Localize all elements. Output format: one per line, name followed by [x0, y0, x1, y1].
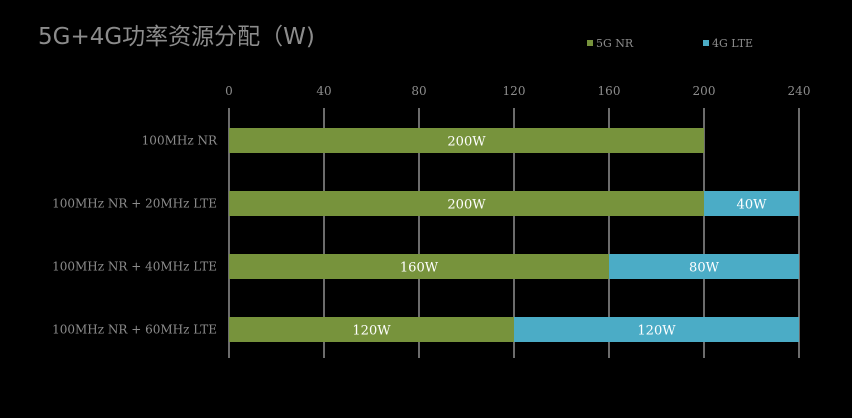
x-tick-label: 120 [503, 84, 526, 98]
x-axis-ticks: 0 40 80 120 160 200 240 [225, 84, 810, 98]
bar-value-label: 120W [637, 324, 676, 339]
category-label: 100MHz NR [142, 134, 218, 148]
category-label: 100MHz NR + 20MHz LTE [52, 197, 217, 211]
x-tick-label: 40 [316, 84, 331, 98]
bar-5g-nr [229, 317, 514, 342]
chart-title: 5G+4G功率资源分配（W) [38, 24, 315, 50]
x-tick-label: 0 [225, 84, 233, 98]
x-tick-label: 80 [411, 84, 426, 98]
bar-value-label: 200W [447, 135, 486, 150]
bar-5g-nr [229, 191, 704, 216]
x-tick-label: 200 [693, 84, 716, 98]
category-label: 100MHz NR + 60MHz LTE [52, 323, 217, 337]
bar-5g-nr [229, 128, 704, 153]
category-labels: 100MHz NR 100MHz NR + 20MHz LTE 100MHz NR … [52, 134, 218, 337]
legend-swatch-5g-nr [587, 40, 593, 46]
bar-4g-lte [704, 191, 799, 216]
bar-value-label: 120W [352, 324, 391, 339]
x-tick-label: 160 [598, 84, 621, 98]
x-tick-label: 240 [788, 84, 811, 98]
bar-value-label: 200W [447, 198, 486, 213]
legend-label-4g-lte: 4G LTE [712, 37, 753, 50]
legend: 5G NR 4G LTE [587, 37, 753, 50]
category-label: 100MHz NR + 40MHz LTE [52, 260, 217, 274]
legend-swatch-4g-lte [703, 40, 709, 46]
bar-4g-lte [609, 254, 799, 279]
bar-5g-nr [229, 254, 609, 279]
bar-value-label: 40W [737, 198, 768, 213]
bar-4g-lte [514, 317, 799, 342]
bar-value-label: 160W [400, 261, 439, 276]
bar-value-label: 80W [689, 261, 720, 276]
bars [229, 128, 799, 342]
legend-label-5g-nr: 5G NR [596, 37, 634, 50]
bar-labels: 200W 200W 40W 160W 80W 120W 120W [352, 135, 767, 339]
